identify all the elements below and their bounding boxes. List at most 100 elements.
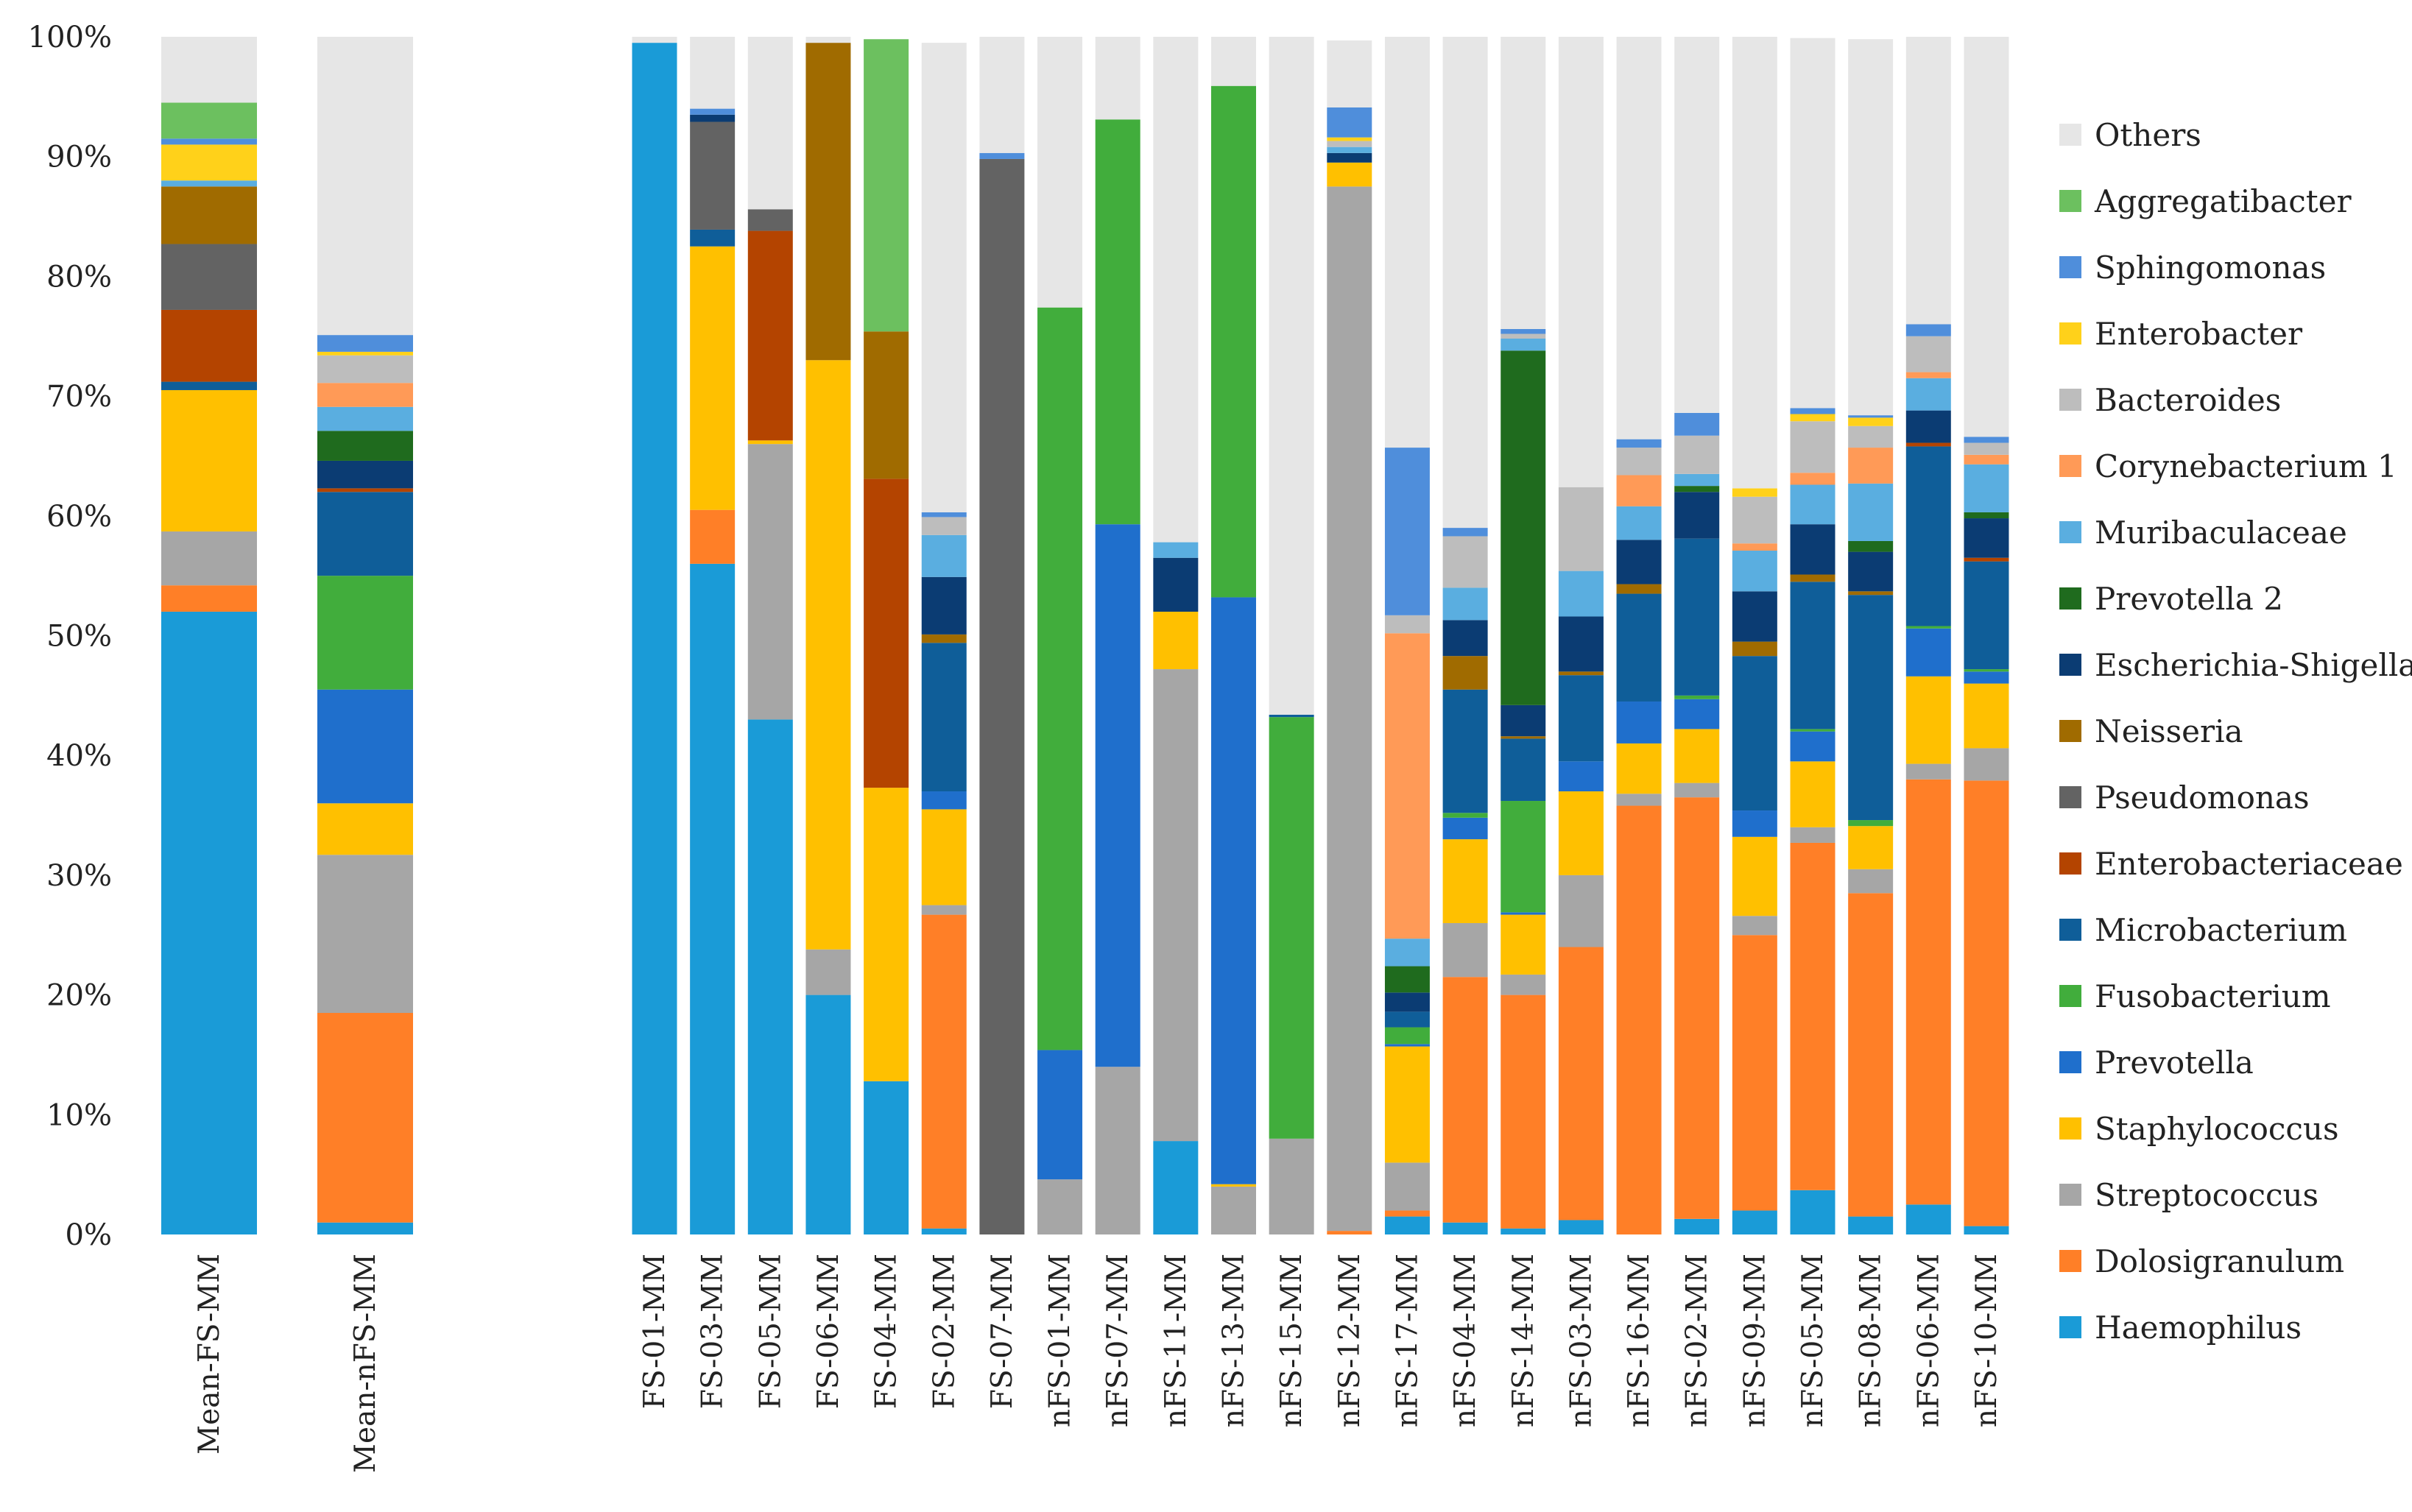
legend-label: Neisseria bbox=[2095, 713, 2243, 749]
y-tick-label: 10% bbox=[46, 1098, 112, 1132]
bar-segment bbox=[1964, 512, 2009, 519]
bar-segment bbox=[1732, 591, 1777, 642]
x-tick-label: FS-01-MM bbox=[638, 1254, 671, 1409]
legend-swatch bbox=[2059, 1250, 2081, 1272]
x-tick-label: nFS-07-MM bbox=[1101, 1254, 1135, 1427]
bar-segment bbox=[1558, 570, 1604, 617]
x-tick-label: nFS-10-MM bbox=[1970, 1254, 2003, 1427]
bar-stack bbox=[864, 39, 909, 1234]
legend-item: Sphingomonas bbox=[2059, 250, 2326, 286]
bar-segment bbox=[317, 576, 413, 690]
bar-segment bbox=[1964, 518, 2009, 558]
legend-item: Dolosigranulum bbox=[2059, 1243, 2344, 1279]
bar-segment bbox=[1674, 695, 1720, 699]
bar-segment bbox=[1037, 307, 1083, 1050]
bar-segment bbox=[1384, 448, 1430, 615]
bar-segment bbox=[1558, 37, 1604, 487]
bar-segment bbox=[690, 563, 736, 1234]
bar-segment bbox=[1964, 1226, 2009, 1234]
bar-segment bbox=[1211, 85, 1256, 598]
x-tick-label: nFS-16-MM bbox=[1623, 1254, 1656, 1427]
bar-segment bbox=[317, 1222, 413, 1234]
bar-segment bbox=[1037, 1050, 1083, 1180]
bar-segment bbox=[317, 335, 413, 352]
bar-segment bbox=[1905, 442, 1951, 447]
bar-segment bbox=[1905, 676, 1951, 764]
bar-stack bbox=[1674, 37, 1720, 1234]
bar-segment bbox=[1848, 893, 1894, 1217]
bar-segment bbox=[1153, 542, 1199, 558]
legend-swatch bbox=[2059, 322, 2081, 345]
bar-segment bbox=[1732, 496, 1777, 544]
bar-segment bbox=[1848, 448, 1894, 484]
bar-segment bbox=[921, 643, 967, 792]
bar-segment bbox=[1558, 791, 1604, 875]
bar-segment bbox=[1501, 738, 1546, 802]
bar-segment bbox=[1384, 633, 1430, 939]
bar-segment bbox=[1848, 869, 1894, 894]
bar-segment bbox=[1384, 1011, 1430, 1028]
bar-segment bbox=[1790, 524, 1836, 575]
bar-segment bbox=[1674, 435, 1720, 474]
bar-segment bbox=[1501, 974, 1546, 995]
bar-segment bbox=[1384, 1210, 1430, 1217]
y-tick-label: 0% bbox=[66, 1218, 112, 1252]
bar-segment bbox=[1674, 473, 1720, 487]
bar-stack bbox=[1269, 37, 1314, 1234]
bar-segment bbox=[632, 43, 677, 1234]
bar-segment bbox=[921, 576, 967, 635]
bar-segment bbox=[1442, 620, 1488, 657]
bar-segment bbox=[317, 355, 413, 384]
bar-segment bbox=[1501, 333, 1546, 339]
x-tick-label: nFS-11-MM bbox=[1160, 1254, 1193, 1427]
x-tick-label: nFS-01-MM bbox=[1044, 1254, 1077, 1427]
bar-stack bbox=[1211, 37, 1256, 1234]
bar-segment bbox=[690, 246, 736, 510]
bar-segment bbox=[1905, 336, 1951, 372]
bar-segment bbox=[1501, 328, 1546, 334]
bar-groups bbox=[161, 37, 2009, 1235]
bar-segment bbox=[747, 440, 793, 445]
bar-segment bbox=[864, 478, 909, 788]
bar-stack bbox=[805, 37, 851, 1234]
bar-segment bbox=[1616, 506, 1662, 540]
bar-segment bbox=[1790, 842, 1836, 1190]
bar-segment bbox=[690, 509, 736, 564]
bar-segment bbox=[1905, 626, 1951, 629]
bar-segment bbox=[921, 43, 967, 512]
legend-label: Prevotella bbox=[2095, 1045, 2254, 1081]
bar-segment bbox=[1095, 524, 1140, 1067]
legend-label: Others bbox=[2095, 117, 2201, 153]
bar-segment bbox=[1442, 977, 1488, 1223]
x-axis: Mean-FS-MM Mean-nFS-MM FS-01-MM FS-03-MM FS-… bbox=[193, 1254, 2003, 1473]
bar-segment bbox=[1616, 794, 1662, 806]
legend-swatch bbox=[2059, 1117, 2081, 1140]
bar-segment bbox=[805, 949, 851, 995]
bar-segment bbox=[864, 788, 909, 1081]
legend-swatch bbox=[2059, 521, 2081, 543]
bar-stack bbox=[1501, 37, 1546, 1234]
y-tick-label: 30% bbox=[46, 859, 112, 893]
legend-label: Enterobacter bbox=[2095, 316, 2303, 352]
bar-segment bbox=[317, 1013, 413, 1223]
bar-segment bbox=[1442, 813, 1488, 818]
legend-item: Corynebacterium 1 bbox=[2059, 448, 2397, 484]
x-tick-label: nFS-05-MM bbox=[1796, 1254, 1830, 1427]
bar-segment bbox=[864, 331, 909, 479]
bar-stack bbox=[747, 37, 793, 1234]
bar-segment bbox=[1964, 437, 2009, 443]
bar-segment bbox=[1616, 593, 1662, 702]
bar-segment bbox=[1269, 714, 1314, 718]
bar-segment bbox=[747, 37, 793, 210]
bar-segment bbox=[921, 905, 967, 915]
y-tick-label: 60% bbox=[46, 500, 112, 534]
bar-segment bbox=[1905, 378, 1951, 411]
bar-segment bbox=[1384, 37, 1430, 448]
bar-segment bbox=[979, 37, 1025, 153]
bar-segment bbox=[1964, 780, 2009, 1226]
legend-item: Muribaculaceae bbox=[2059, 515, 2347, 551]
legend-item: Enterobacteriaceae bbox=[2059, 846, 2403, 882]
x-tick-label: Mean-nFS-MM bbox=[349, 1254, 382, 1473]
bar-segment bbox=[317, 689, 413, 804]
bar-segment bbox=[690, 37, 736, 109]
